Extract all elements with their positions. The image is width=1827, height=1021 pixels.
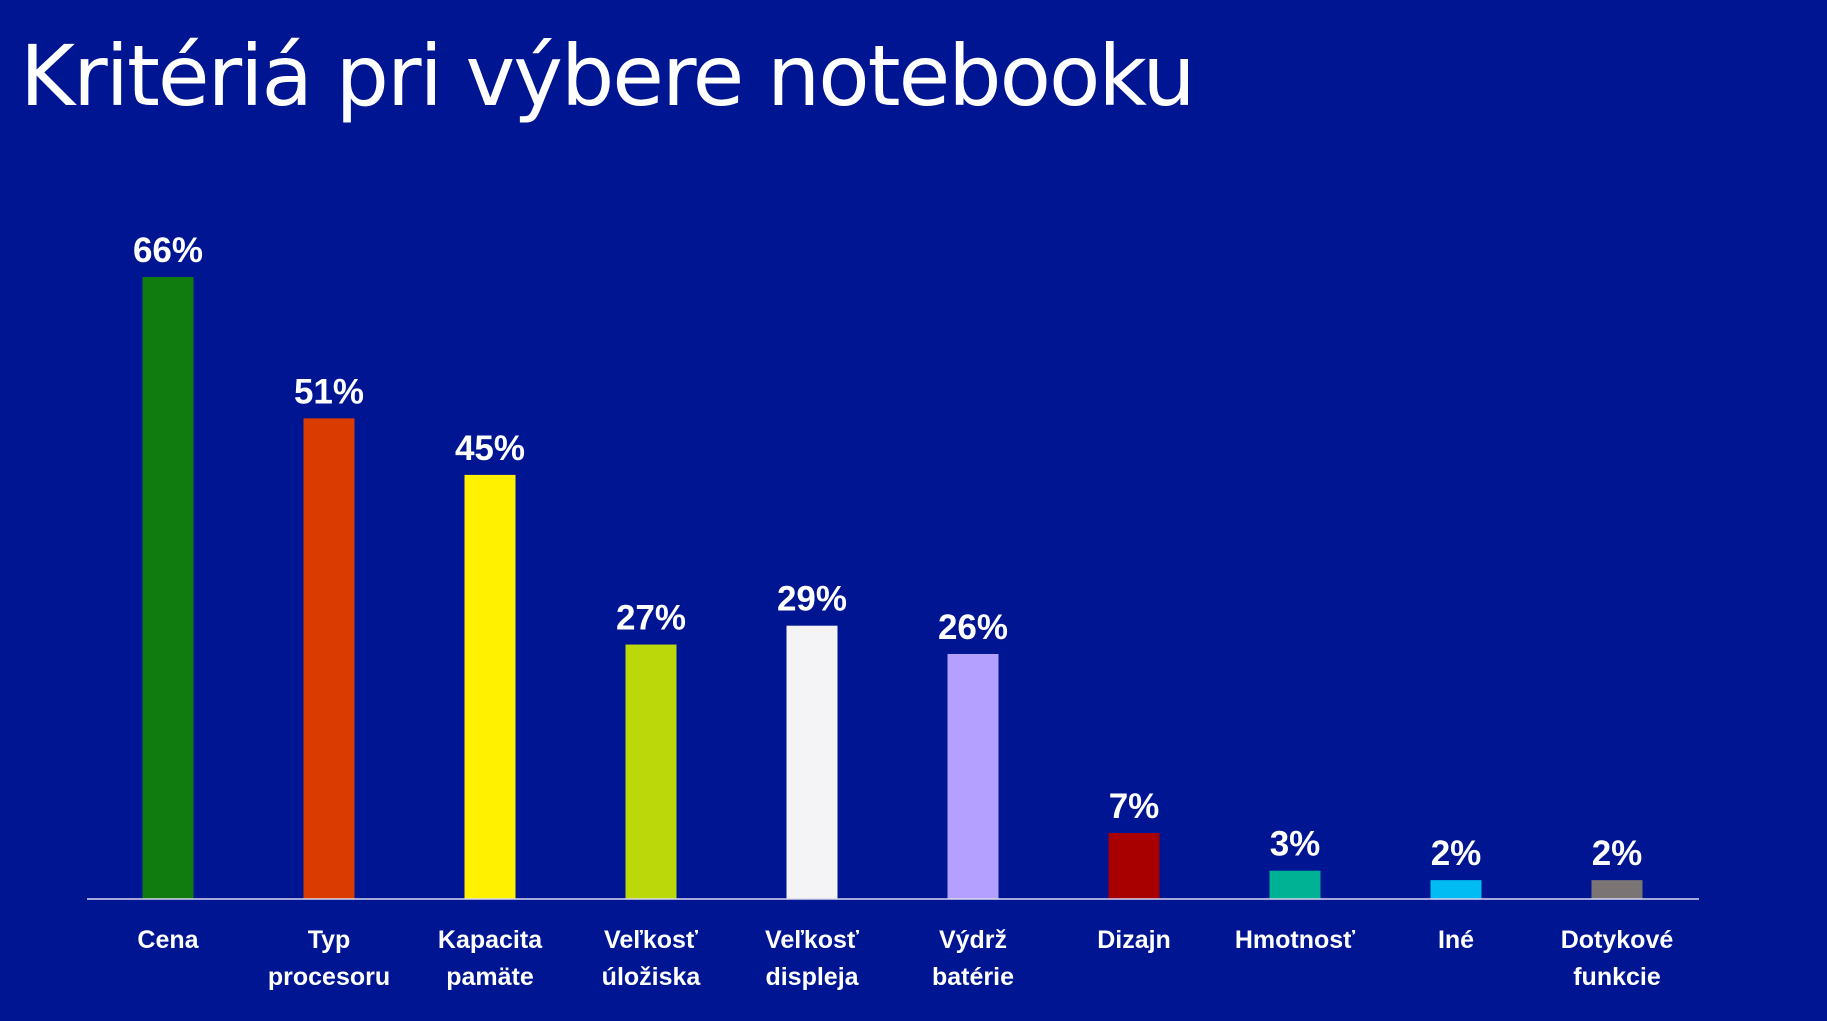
data-label: 29% [777, 580, 847, 619]
page-title: Kritériá pri výbere notebooku [20, 27, 1196, 125]
bar [1269, 870, 1321, 899]
data-label: 26% [938, 608, 1008, 647]
category-label: Typ procesoru [268, 926, 390, 991]
bar [1430, 880, 1482, 899]
category-label: Veľkosť úložiska [602, 926, 702, 991]
bar [303, 418, 355, 899]
bar [625, 644, 677, 899]
data-label: 2% [1431, 834, 1482, 873]
data-label: 27% [616, 599, 686, 638]
bar [947, 653, 999, 899]
category-label: Veľkosť displeja [765, 926, 860, 991]
data-label: 3% [1270, 825, 1321, 864]
data-label: 51% [294, 372, 364, 411]
category-label: Kapacita pamäte [438, 926, 543, 991]
data-label: 7% [1109, 787, 1160, 826]
bar [1591, 880, 1643, 899]
category-label: Iné [1438, 926, 1474, 954]
category-label: Dotykové funkcie [1561, 926, 1674, 991]
data-label: 45% [455, 429, 525, 468]
bar [786, 625, 838, 899]
category-label: Cena [137, 926, 199, 954]
bar [1108, 833, 1160, 899]
bar [142, 277, 194, 899]
category-label: Dizajn [1097, 926, 1171, 954]
data-label: 66% [133, 231, 203, 270]
category-label: Výdrž batérie [932, 926, 1014, 991]
bar [464, 474, 516, 899]
category-label: Hmotnosť [1235, 926, 1355, 954]
data-label: 2% [1592, 834, 1643, 873]
